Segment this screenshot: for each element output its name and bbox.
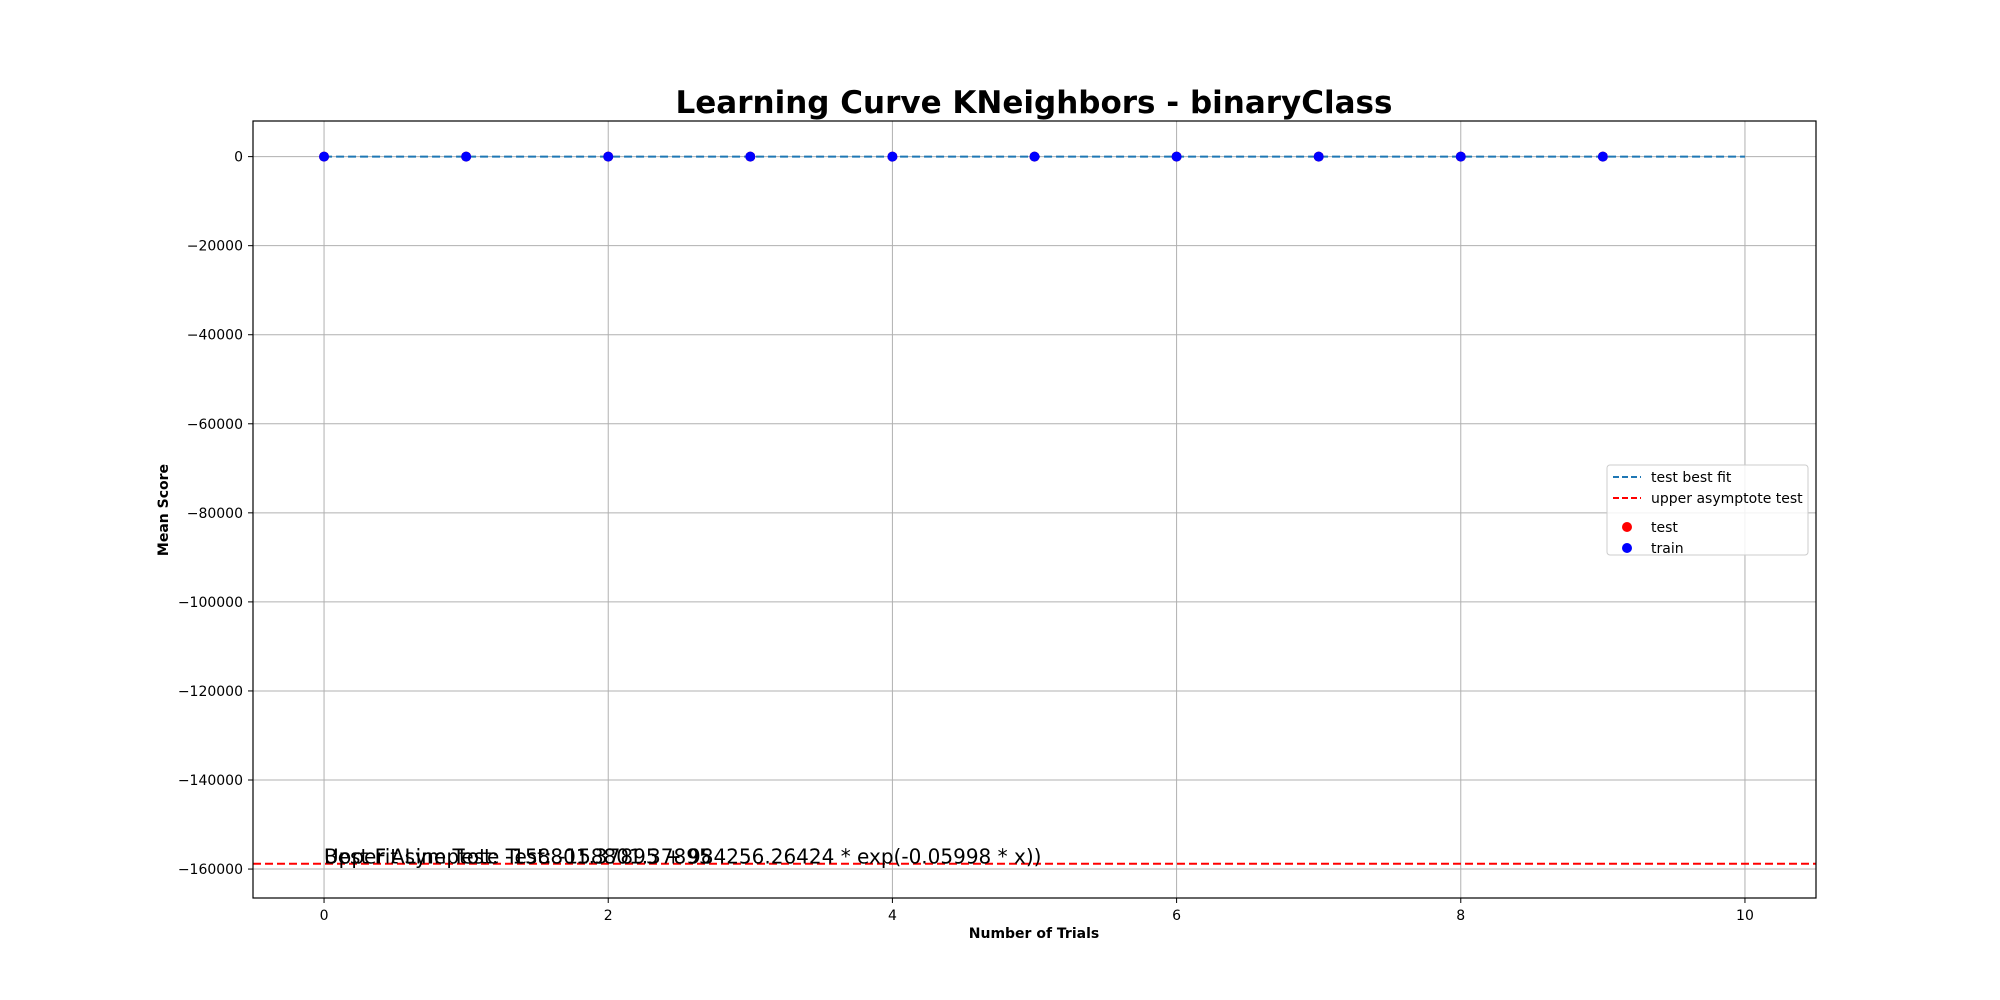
train-point [603,151,614,162]
x-tick-label: 6 [1172,908,1181,924]
annotation-text: Upper Asymptote Test: -158801.37895 [324,845,712,869]
axis-ticks: 0 2 4 6 8 10 0 −20000 −40000 −60000 −80000 −100000 −… [178,150,1754,924]
grid-lines [253,121,1816,898]
train-point [1313,151,1324,162]
annotations: Best Fit Line Test: -158801.37895 + 9842… [324,845,1041,869]
plot-frame [252,120,1817,899]
train-point [319,151,330,162]
y-tick-label: −80000 [187,506,243,522]
train-point [1171,151,1182,162]
x-tick-label: 0 [320,908,329,924]
y-tick-label: −120000 [178,684,243,700]
train-point [887,151,898,162]
train-point [1597,151,1608,162]
train-point [1029,151,1040,162]
x-tick-label: 8 [1456,908,1465,924]
x-axis-label: Number of Trials [969,926,1099,942]
x-tick-label: 4 [888,908,897,924]
y-tick-label: −160000 [178,862,243,878]
plot-area [253,151,1816,865]
legend-marker [1622,522,1632,532]
x-tick-label: 2 [604,908,613,924]
train-point [1455,151,1466,162]
y-axis-label: Mean Score [156,464,172,556]
legend-entry-label: train [1651,541,1684,557]
legend-entry-label: upper asymptote test [1651,491,1803,507]
legend-entry-label: test best fit [1651,470,1732,486]
legend-box [1606,464,1809,556]
chart-legend: test best fit upper asymptote test test tra… [1606,464,1809,557]
y-tick-label: −20000 [187,239,243,255]
legend-entry-label: test [1651,520,1678,536]
legend-marker [1622,543,1632,553]
y-tick-label: −140000 [178,773,243,789]
y-tick-label: −40000 [187,328,243,344]
annotation-text: Best Fit Line Test: -158801.37895 + 9842… [324,845,1041,869]
train-point [461,151,472,162]
train-point [745,151,756,162]
chart-title: Learning Curve KNeighbors - binaryClass [676,85,1393,121]
y-tick-label: −60000 [187,417,243,433]
x-tick-label: 10 [1736,908,1754,924]
y-tick-label: −100000 [178,595,243,611]
y-tick-label: 0 [234,150,243,166]
